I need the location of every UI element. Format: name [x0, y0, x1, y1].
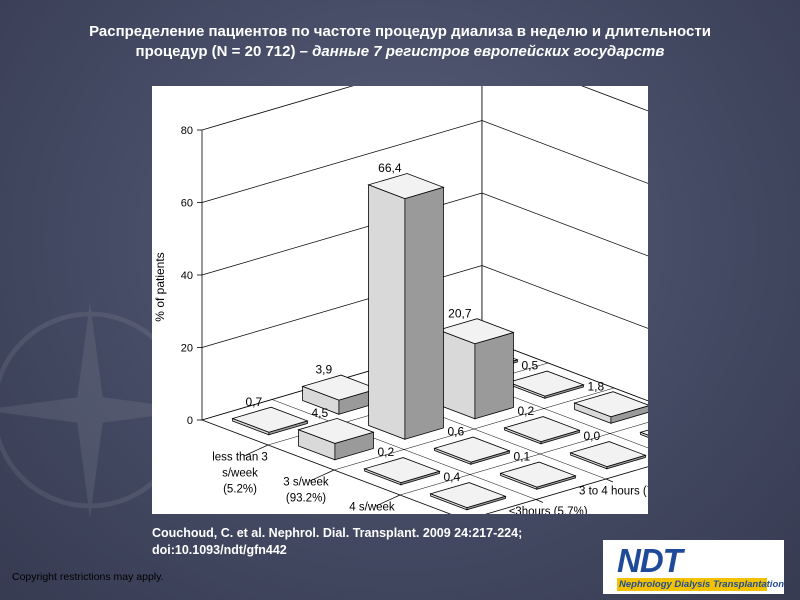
- bar-top-face: [297, 417, 375, 444]
- logo-subtitle: Nephrology Dialysis Transplantation: [619, 579, 785, 590]
- ndt-logo[interactable]: NDT Nephrology Dialysis Transplantation: [603, 540, 784, 594]
- x-category-label: (5.2%): [223, 484, 257, 496]
- depth-category-label: 3 to 4 hours (70.9%): [579, 485, 648, 497]
- bar-top-face: [363, 457, 441, 484]
- x-category-divider: [375, 494, 401, 507]
- bar-front-face: [368, 184, 406, 440]
- bar-value-label: 0,6: [448, 425, 465, 439]
- title-line-2: процедур (N = 20 712) – данные 7 регистр…: [20, 42, 780, 62]
- x-category-label: 4 s/week: [349, 502, 395, 514]
- bar-top-face: [231, 406, 309, 433]
- y-tick-label: 20: [181, 343, 193, 355]
- back-wall: [481, 86, 648, 402]
- bar-value-label: 0,1: [514, 450, 531, 464]
- gridline: [201, 265, 648, 348]
- bar-value-label: 0,5: [522, 359, 539, 373]
- y-tick-label: 60: [181, 198, 193, 210]
- slide-title: Распределение пациентов по частоте проце…: [20, 22, 780, 62]
- bar-top-face: [507, 370, 585, 397]
- citation-line-2: doi:10.1093/ndt/gfn442: [152, 543, 287, 557]
- bar-value-label: 66,4: [378, 161, 402, 175]
- bar-value-label: 0,2: [378, 445, 395, 459]
- bar-top-face: [367, 173, 445, 200]
- y-tick-label: 80: [181, 125, 193, 137]
- depth-category-label: ≤3hours (5.7%): [509, 506, 588, 514]
- x-category-label: 3 s/week: [283, 477, 329, 489]
- bar-side-face: [610, 405, 648, 424]
- bar-top-face: [569, 441, 647, 468]
- depth-tick-mark: [605, 478, 614, 483]
- floor-gridline: [271, 399, 537, 500]
- bar-top-face: [437, 318, 515, 345]
- bar-value-label: 20,7: [448, 306, 472, 320]
- depth-tick-mark: [535, 499, 544, 503]
- title-line-2-italic: данные 7 регистров европейских государст…: [312, 43, 665, 60]
- copyright-notice: Copyright restrictions may apply.: [12, 571, 164, 583]
- x-category-divider: [243, 444, 269, 457]
- bar-side-face: [404, 186, 444, 440]
- bar-value-label: 0,7: [246, 395, 263, 409]
- x-category-label: (93.2%): [286, 493, 326, 505]
- y-tick-label: 0: [187, 415, 193, 427]
- bar-value-label: 4,5: [312, 406, 329, 420]
- title-line-1: Распределение пациентов по частоте проце…: [89, 23, 711, 40]
- bar-value-label: 1,8: [588, 379, 605, 393]
- chart-panel: 0 20 40 60 80 % of patients 0,2 0,5 1,8 0,1 0,2 20,…: [152, 86, 648, 514]
- gridline: [201, 120, 648, 203]
- bar-value-label: 0,4: [444, 470, 461, 484]
- citation-line-1: Couchoud, C. et al. Nephrol. Dial. Trans…: [152, 526, 523, 540]
- bar-top-face: [503, 416, 581, 443]
- bar-top-face: [499, 461, 577, 488]
- bar-value-label: 0,0: [584, 429, 601, 443]
- bar-top-face: [573, 391, 648, 418]
- bar-front-face: [438, 329, 476, 420]
- y-tick-label: 40: [181, 270, 193, 282]
- y-axis-label: % of patients: [153, 252, 167, 321]
- logo-yellow-bar: [617, 578, 767, 591]
- title-line-2-plain: процедур (N = 20 712) –: [135, 43, 313, 60]
- bar-value-label: 3,9: [316, 363, 333, 377]
- bar-chart-3d: 0 20 40 60 80 % of patients 0,2 0,5 1,8 0,1 0,2 20,…: [153, 86, 648, 514]
- bar-value-label: 0,2: [518, 404, 535, 418]
- gridline: [201, 192, 648, 276]
- bar-top-face: [639, 429, 648, 436]
- bar-top-face: [429, 482, 507, 509]
- logo-ndt-text: NDT: [617, 542, 683, 579]
- x-category-label: s/week: [222, 468, 258, 480]
- bar-front-face: [640, 431, 648, 438]
- citation: Couchoud, C. et al. Nephrol. Dial. Trans…: [152, 525, 522, 559]
- bar-side-face: [474, 331, 514, 420]
- x-category-divider: [309, 469, 335, 482]
- x-category-label: less than 3: [212, 452, 268, 464]
- bar-top-face: [433, 436, 511, 463]
